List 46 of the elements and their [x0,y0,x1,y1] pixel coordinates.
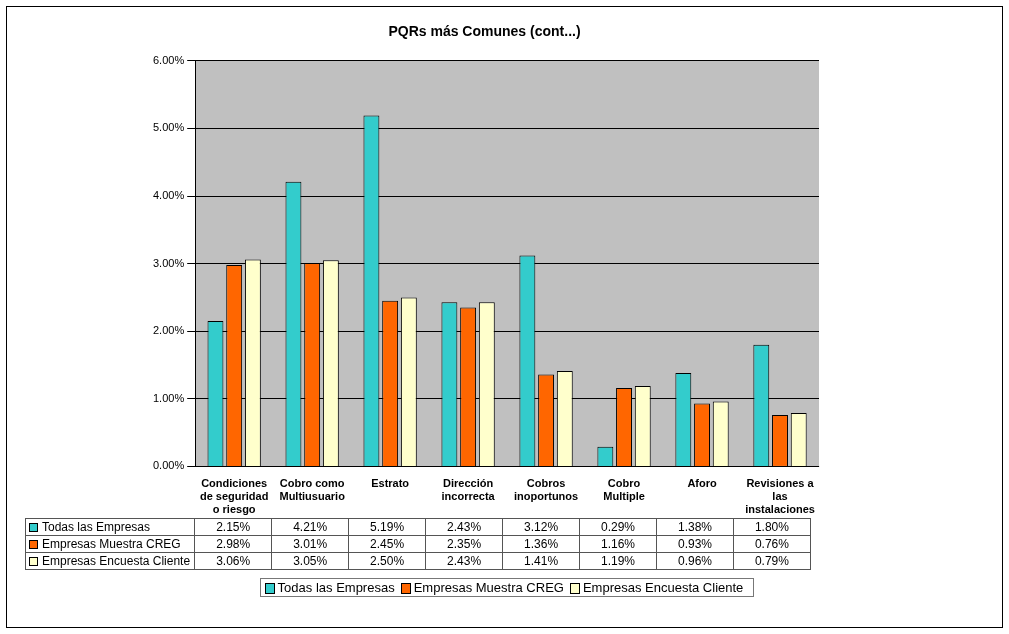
data-label: 2.43% [425,518,503,536]
x-tick-label: Cobro Multiple [603,477,645,503]
data-label: 0.29% [579,518,657,536]
data-label: 0.93% [656,535,734,553]
data-label: 3.06% [194,552,272,570]
data-label: 0.76% [733,535,811,553]
y-tick-label: 2.00% [152,324,185,337]
y-tick-label: 4.00% [152,189,185,202]
data-label: 1.19% [579,552,657,570]
legend-label: Empresas Muestra CREG [25,535,195,553]
data-label: 1.38% [656,518,734,536]
data-label: 3.05% [271,552,349,570]
x-tick-label: Revisiones a las instalaciones [745,477,815,516]
data-label: 2.43% [425,552,503,570]
chart-title: PQRs más Comunes (cont...) [388,23,581,40]
x-tick-label: Aforo [687,477,717,490]
data-label: 1.36% [502,535,580,553]
legend-label: Empresas Encuesta Cliente [25,552,195,570]
text: Todas las Empresas [277,580,395,595]
data-label: 5.19% [348,518,426,536]
text: Empresas Encuesta Cliente [582,580,744,595]
y-tick-label: 0.00% [152,459,185,472]
y-tick-label: 6.00% [152,53,185,66]
legend-label: Todas las Empresas [25,518,195,536]
data-label: 1.16% [579,535,657,553]
data-label: 3.01% [271,535,349,553]
x-tick-label: Condiciones de seguridad o riesgo [199,477,269,516]
data-label: 2.35% [425,535,503,553]
y-tick-label: 1.00% [152,391,185,404]
data-label: 1.41% [502,552,580,570]
x-tick-label: Estrato [371,477,410,490]
data-label: 1.80% [733,518,811,536]
text: Empresas Muestra CREG [413,580,564,595]
data-label: 2.50% [348,552,426,570]
data-label: 2.15% [194,518,272,536]
data-label: 3.12% [502,518,580,536]
x-tick-label: Cobros inoportunos [514,477,579,503]
y-tick-label: 5.00% [152,121,185,134]
data-label: 2.45% [348,535,426,553]
x-tick-label: Dirección incorrecta [441,477,496,503]
data-label: 4.21% [271,518,349,536]
data-label: 0.79% [733,552,811,570]
data-label: 0.96% [656,552,734,570]
y-tick-label: 3.00% [152,256,185,269]
x-tick-label: Cobro como Multiusuario [279,477,346,503]
data-label: 2.98% [194,535,272,553]
